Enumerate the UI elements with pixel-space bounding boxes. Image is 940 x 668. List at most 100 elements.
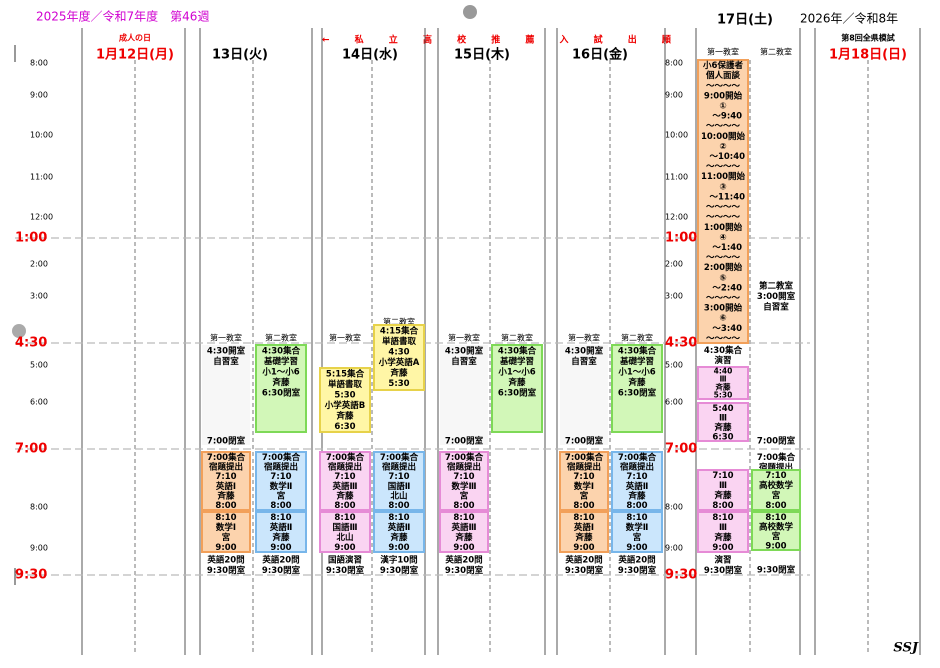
lesson-text: ～2:40: [704, 283, 742, 293]
lesson-text: 数学Ⅰ: [216, 522, 236, 533]
lesson-text: 英語Ⅰ: [215, 481, 236, 492]
lesson-text: 7:10: [334, 472, 355, 482]
lesson-text: ①: [719, 101, 726, 111]
lesson-text: 9:30閉室: [445, 565, 484, 576]
lesson-text: 5:30: [388, 379, 409, 389]
lesson-text: 斉藤: [335, 491, 354, 502]
lesson-block: [440, 345, 488, 445]
lesson-block: [611, 451, 663, 511]
time-label: 9:00: [30, 91, 48, 100]
lesson-text: 5:30: [714, 391, 733, 400]
lesson-text: 9:00: [712, 543, 733, 553]
lesson-text: 9:00: [270, 543, 291, 553]
lesson-text: 9:30閉室: [207, 565, 246, 576]
lesson-text: ～～～～: [706, 162, 741, 172]
lesson-text: 4:15集合: [380, 325, 419, 336]
lesson-block: [559, 451, 609, 511]
lesson-text: 8:10: [334, 513, 355, 523]
lesson-text: 単語書取: [328, 379, 363, 390]
lesson-text: 英語20問: [206, 554, 244, 565]
room-label: 第二教室: [265, 333, 297, 343]
lesson-text: 1:00開始: [704, 222, 743, 233]
lesson-text: ～～～～: [706, 122, 741, 132]
lesson-text: 6:30閉室: [498, 387, 537, 398]
lesson-text: ～～～～: [706, 253, 741, 263]
lesson-text: 7:10: [626, 472, 647, 482]
lesson-block: [697, 59, 749, 344]
lesson-text: 4:30: [388, 347, 409, 357]
time-label: 12:00: [665, 213, 688, 222]
lesson-block: [751, 511, 801, 551]
lesson-text: 宿題提出: [447, 462, 481, 473]
lesson-text: ⑥: [719, 314, 726, 324]
room-label: 第二教室: [383, 317, 415, 327]
time-label: 8:00: [30, 59, 48, 68]
time-label: 3:00: [665, 292, 683, 301]
lesson-text: 単語書取: [382, 336, 417, 347]
room-label: 第一教室: [210, 333, 242, 343]
lesson-text: 8:00: [215, 501, 236, 511]
lesson-text: 3:00開始: [704, 303, 743, 314]
lesson-text: ～3:40: [704, 324, 742, 334]
lesson-text: 宿題提出: [620, 462, 654, 473]
lesson-text: 9:30閉室: [565, 565, 604, 576]
lesson-text: 国語演習: [328, 554, 362, 565]
time-label: 4:30: [665, 336, 697, 351]
lesson-text: 宮: [222, 532, 231, 543]
lesson-text: 8:00: [712, 501, 733, 511]
lesson-text: 11:00開始: [701, 171, 746, 182]
lesson-block: [751, 469, 801, 511]
time-label: 1:00: [15, 231, 47, 246]
lesson-block: [255, 344, 307, 433]
lesson-text: 英語20問: [444, 554, 482, 565]
lesson-block: [439, 451, 489, 511]
lesson-block: [255, 451, 307, 511]
lesson-text: 4:30開室: [207, 345, 246, 356]
lesson-text: 4:30開室: [565, 345, 604, 356]
lesson-text: 2:00開始: [704, 262, 743, 273]
time-label: 9:00: [665, 91, 683, 100]
lesson-text: 8:10: [453, 513, 474, 523]
lesson-text: 7:00集合: [565, 452, 604, 463]
lesson-text: 宮: [460, 491, 469, 502]
lesson-text: 北山: [390, 491, 407, 502]
calendar-year: 2026年／令和8年: [800, 11, 898, 26]
lesson-text: 英語Ⅱ: [625, 481, 649, 492]
lesson-text: 英語Ⅱ: [269, 522, 293, 533]
lesson-text: 英語Ⅱ: [387, 522, 411, 533]
lesson-text: 斉藤: [271, 377, 290, 388]
lesson-text: 斉藤: [574, 532, 593, 543]
time-label: 9:30: [665, 568, 697, 583]
lesson-text: 7:00閉室: [757, 435, 796, 446]
lesson-text: 宿題提出: [209, 462, 243, 473]
lesson-text: ～～～～: [706, 81, 741, 91]
lesson-text: 4:30開室: [445, 345, 484, 356]
lesson-text: 宮: [277, 491, 286, 502]
lesson-text: 宮: [580, 491, 589, 502]
lesson-block: [697, 402, 749, 442]
room-label: 第一教室: [707, 47, 739, 57]
banner: ← 私 立 高 校 推 薦 入 試 出 願: [322, 34, 682, 46]
lesson-text: 9:30閉室: [380, 565, 419, 576]
time-label: 5:00: [30, 361, 48, 370]
lesson-text: 小1～小6: [497, 366, 535, 377]
time-label: 8:00: [665, 59, 683, 68]
lesson-text: 9:30閉室: [618, 565, 657, 576]
lesson-text: 小6保護者: [702, 60, 743, 71]
lesson-text: 7:00閉室: [565, 435, 604, 446]
lesson-text: 英語20問: [617, 554, 655, 565]
lesson-text: 8:10: [270, 513, 291, 523]
lesson-text: 7:10: [573, 472, 594, 482]
lesson-text: 自習室: [213, 356, 239, 367]
room-label: 第一教室: [448, 333, 480, 343]
lesson-text: ～10:40: [701, 152, 745, 162]
lesson-text: 4:30集合: [704, 345, 743, 356]
hole: [12, 324, 26, 338]
room-label: 第二教室: [621, 333, 653, 343]
lesson-text: 4:30集合: [262, 345, 301, 356]
lesson-text: 7:10: [215, 472, 236, 482]
room-label: 第二教室: [501, 333, 533, 343]
time-label: 10:00: [30, 131, 53, 140]
